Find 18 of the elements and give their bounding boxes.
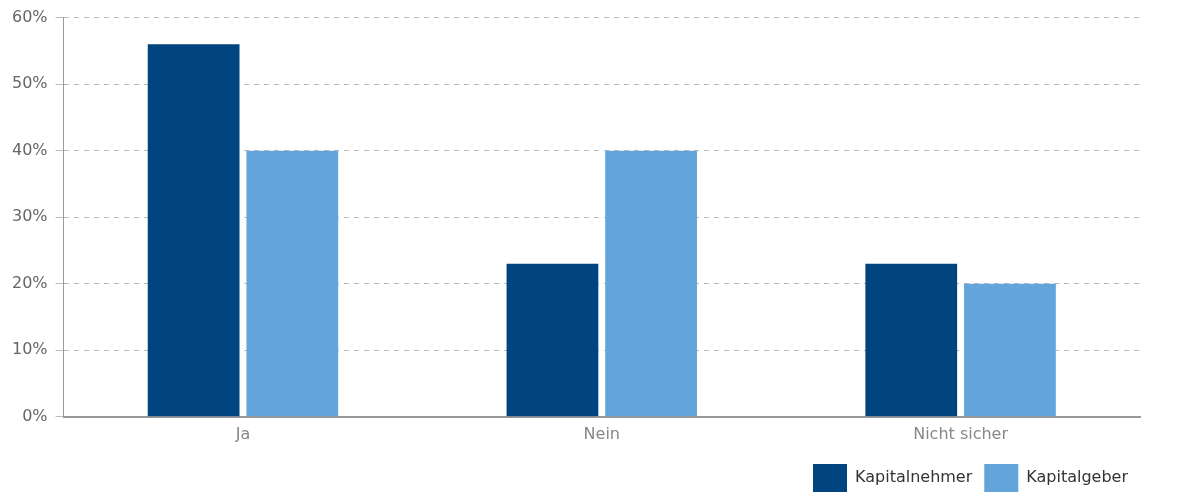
- bar: [147, 44, 240, 417]
- bar: [246, 150, 339, 417]
- bar: [964, 283, 1056, 417]
- x-tick-label: Nicht sicher: [913, 423, 1009, 443]
- x-tick-label: Ja: [234, 423, 251, 443]
- x-tick-label: Nein: [583, 423, 620, 443]
- y-tick-label: 0%: [22, 405, 48, 425]
- y-tick-label: 20%: [12, 272, 48, 292]
- y-tick-label: 50%: [12, 73, 48, 93]
- bar: [605, 150, 697, 417]
- bar: [865, 263, 958, 417]
- bar: [506, 263, 599, 417]
- legend-label: Kapitalnehmer: [855, 467, 973, 487]
- y-tick-label: 10%: [12, 339, 48, 359]
- y-tick-label: 60%: [12, 6, 48, 26]
- legend-label: Kapitalgeber: [1026, 467, 1129, 487]
- y-tick-label: 30%: [12, 206, 48, 226]
- y-tick-label: 40%: [12, 139, 48, 159]
